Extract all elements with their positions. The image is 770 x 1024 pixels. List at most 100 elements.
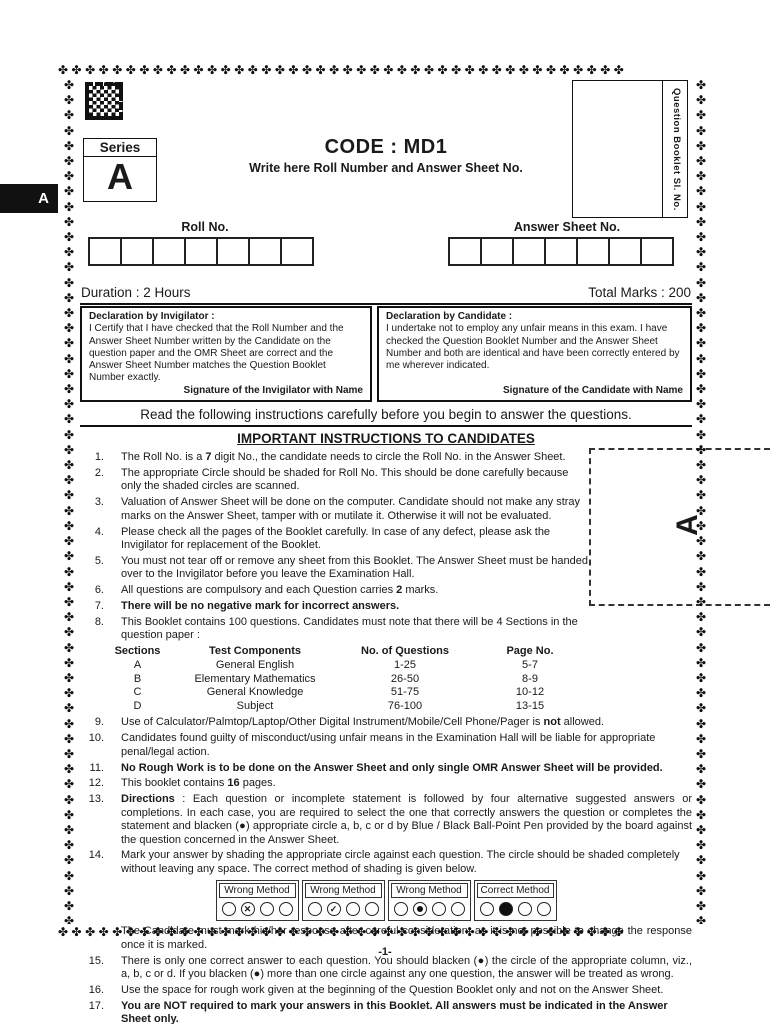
roll-digit-box[interactable] (216, 237, 250, 266)
instruction-number: 14. (88, 849, 104, 862)
empty-circle-icon (307, 902, 322, 917)
shading-method-box: Wrong Method (215, 880, 299, 922)
instruction-item: 5. You must not tear off or remove any sh… (80, 555, 692, 582)
instruction-text: The Roll No. is a 7 digit No., the candi… (121, 451, 566, 464)
shading-method-label: Wrong Method (390, 883, 468, 899)
instruction-text: There will be no negative mark for incor… (121, 600, 400, 613)
answer-digit-box[interactable] (448, 237, 482, 266)
total-marks-text: Total Marks : 200 (588, 285, 691, 300)
instruction-text: You are NOT required to mark your answer… (121, 999, 668, 1024)
instruction-number: 10. (88, 732, 104, 745)
instructions-list: 1. The Roll No. is a 7 digit No., the can… (80, 451, 692, 1024)
border-bottom: ✤✤✤✤✤✤✤✤✤✤✤✤✤✤✤✤✤✤✤✤✤✤✤✤✤✤✤✤✤✤✤✤✤✤✤✤✤✤✤✤… (58, 925, 628, 939)
header: Series A CODE : MD1 Write here Roll Numb… (80, 80, 692, 220)
instruction-number: 5. (94, 554, 104, 567)
instruction-text: The appropriate Circle should be shaded … (121, 466, 569, 493)
answer-digit-box[interactable] (608, 237, 642, 266)
instruction-text: There is only one correct answer to each… (121, 954, 692, 981)
instruction-item: 13. Directions : Each question or incompl… (80, 793, 692, 847)
table-cell: 13-15 (515, 699, 545, 712)
answer-digit-box[interactable] (576, 237, 610, 266)
shading-circles (305, 898, 382, 918)
roll-no-label: Roll No. (181, 220, 229, 234)
border-top: ✤✤✤✤✤✤✤✤✤✤✤✤✤✤✤✤✤✤✤✤✤✤✤✤✤✤✤✤✤✤✤✤✤✤✤✤✤✤✤✤… (58, 63, 628, 77)
table-cell: 10-12 (515, 686, 545, 699)
roll-digit-box[interactable] (248, 237, 282, 266)
column-header: Test Components (208, 645, 302, 658)
empty-circle-icon (517, 902, 532, 917)
series-box: Series A (83, 138, 157, 202)
shading-circles (219, 898, 296, 918)
table-row: A General English 1-25 5-7 (100, 659, 692, 673)
instruction-number: 3. (94, 496, 104, 509)
instruction-number: 15. (88, 954, 104, 967)
table-cell: C (133, 686, 142, 699)
instruction-text: Use of Calculator/Palmtop/Laptop/Other D… (121, 716, 605, 729)
shading-method-box: Correct Method (473, 880, 557, 922)
shading-circles (391, 898, 468, 918)
empty-circle-icon (345, 902, 360, 917)
invigilator-signature-label: Signature of the Invigilator with Name (183, 384, 363, 396)
answer-digit-box[interactable] (640, 237, 674, 266)
empty-circle-icon (479, 902, 494, 917)
table-cell: General English (215, 658, 295, 671)
roll-digit-box[interactable] (88, 237, 122, 266)
declarations: Declaration by Invigilator : I Certify t… (80, 306, 692, 403)
instruction-item: 2. The appropriate Circle should be shade… (80, 467, 692, 494)
empty-circle-icon (450, 902, 465, 917)
shading-method-label: Wrong Method (218, 883, 296, 899)
instruction-item: 10. Candidates found guilty of misconduct… (80, 732, 692, 759)
instruction-number: 2. (94, 466, 104, 479)
page-number: -1- (378, 946, 392, 958)
candidate-declaration-body: I undertake not to employ any unfair mea… (386, 323, 680, 372)
instruction-number: 16. (88, 983, 104, 996)
table-cell: 5-7 (522, 658, 538, 671)
roll-no-cells (88, 237, 314, 266)
table-cell: B (133, 672, 142, 685)
answer-digit-box[interactable] (480, 237, 514, 266)
shading-method-box: Wrong Method (301, 880, 385, 922)
answer-digit-box[interactable] (544, 237, 578, 266)
invigilator-declaration-body: I Certify that I have checked that the R… (89, 323, 344, 384)
instruction-item: 7. There will be no negative mark for inc… (80, 600, 692, 613)
instruction-item: 8. This Booklet contains 100 questions. C… (80, 616, 692, 643)
instruction-number: 11. (89, 761, 104, 774)
candidate-signature-label: Signature of the Candidate with Name (502, 384, 683, 396)
table-cell: Subject (236, 699, 274, 712)
page-subtitle: Write here Roll Number and Answer Sheet … (249, 161, 523, 175)
booklet-sl-label: Question Booklet Sl. No. (662, 81, 687, 217)
roll-digit-box[interactable] (120, 237, 154, 266)
shading-methods-figure: Wrong Method Wrong Method Wrong Method Corr… (80, 880, 692, 922)
instruction-text: All questions are compulsory and each Qu… (121, 584, 439, 597)
answer-sheet-no-cells (448, 237, 674, 266)
instruction-text: Valuation of Answer Sheet will be done o… (121, 496, 581, 522)
sections-table: Sections Test Components No. of Questions P… (100, 645, 692, 713)
table-cell: Elementary Mathematics (194, 672, 316, 685)
side-tab-label: A (38, 190, 49, 207)
answer-digit-box[interactable] (512, 237, 546, 266)
instruction-item: 6. All questions are compulsory and each … (80, 584, 692, 597)
invigilator-declaration: Declaration by Invigilator : I Certify t… (80, 306, 372, 403)
shading-method-label: Wrong Method (304, 883, 382, 899)
instruction-number: 9. (94, 716, 104, 729)
roll-digit-box[interactable] (152, 237, 186, 266)
booklet-sl-input[interactable] (573, 81, 662, 217)
column-header: Page No. (506, 645, 554, 658)
instruction-text: Directions : Each question or incomplete… (121, 793, 692, 846)
duration-text: Duration : 2 Hours (81, 285, 191, 300)
answer-sheet-no-label: Answer Sheet No. (513, 220, 621, 234)
title-block: CODE : MD1 Write here Roll Number and An… (80, 136, 692, 175)
page-content: Series A CODE : MD1 Write here Roll Numb… (80, 80, 692, 1024)
cross-circle-icon (240, 902, 255, 917)
instruction-item: 14. Mark your answer by shading the appro… (80, 849, 692, 876)
post-figure-note: The Candidate must mark his/her response… (121, 925, 692, 951)
instruction-text: This booklet contains 16 pages. (121, 777, 276, 790)
table-cell: 51-75 (390, 686, 420, 699)
border-left: ✤✤✤✤✤✤✤✤✤✤✤✤✤✤✤✤✤✤✤✤✤✤✤✤✤✤✤✤✤✤✤✤✤✤✤✤✤✤✤✤… (63, 78, 75, 924)
instruction-text: You must not tear off or remove any shee… (121, 554, 588, 581)
roll-digit-box[interactable] (280, 237, 314, 266)
roll-digit-box[interactable] (184, 237, 218, 266)
border-right: ✤✤✤✤✤✤✤✤✤✤✤✤✤✤✤✤✤✤✤✤✤✤✤✤✤✤✤✤✤✤✤✤✤✤✤✤✤✤✤✤… (695, 78, 707, 924)
instruction-number: 7. (94, 600, 104, 613)
